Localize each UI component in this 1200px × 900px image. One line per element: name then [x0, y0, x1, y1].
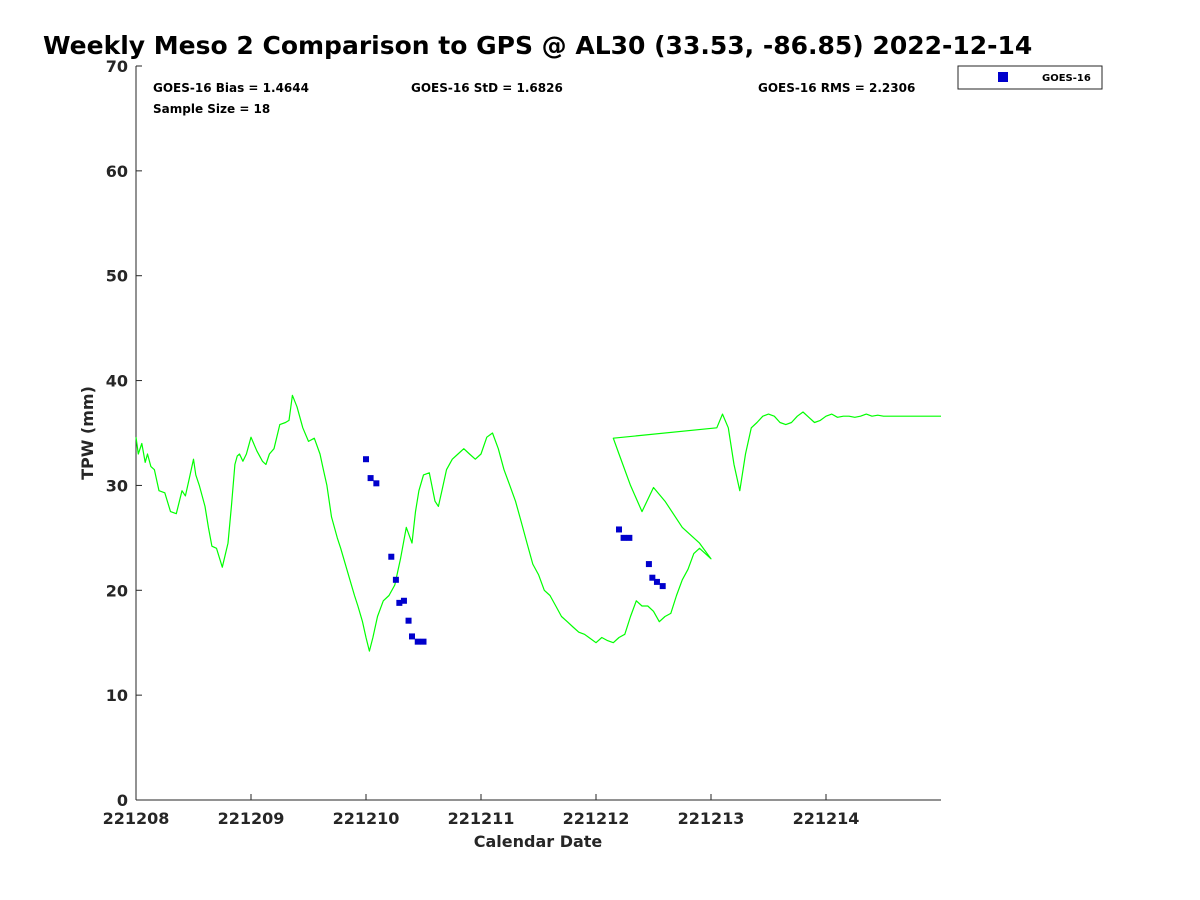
goes16-point [653, 578, 660, 585]
y-tick-label: 50 [106, 267, 128, 286]
x-tick-label: 221208 [103, 809, 170, 828]
goes16-point [392, 576, 399, 583]
series-layer [135, 394, 941, 652]
x-axis-label: Calendar Date [474, 832, 603, 851]
x-tick-label: 221210 [333, 809, 400, 828]
plot-area [135, 66, 941, 801]
x-ticks: 221208 221209 221210 221211 221212 221213 2212… [103, 794, 860, 828]
goes16-point [405, 617, 412, 624]
y-tick-label: 30 [106, 476, 128, 495]
goes16-point [409, 633, 415, 640]
legend-box [957, 65, 1103, 90]
y-tick-label: 70 [106, 57, 128, 76]
legend: GOES-16 [957, 65, 1103, 90]
goes16-point [649, 574, 656, 581]
goes16-point [400, 597, 407, 604]
y-axis-label: TPW (mm) [78, 386, 97, 480]
y-tick-label: 0 [117, 791, 128, 810]
goes16-point [388, 553, 395, 560]
goes16-point [420, 638, 427, 645]
rms-stat: GOES-16 RMS = 2.2306 [758, 81, 915, 95]
sample-size-stat: Sample Size = 18 [153, 102, 270, 116]
goes16-point [414, 638, 421, 645]
y-tick-label: 40 [106, 372, 128, 391]
goes16-point [373, 480, 380, 487]
legend-marker [998, 72, 1008, 82]
goes16-point [396, 599, 403, 606]
legend-label: GOES-16 [1042, 73, 1091, 84]
bias-stat: GOES-16 Bias = 1.4644 [153, 81, 309, 95]
goes16-point [645, 561, 652, 568]
y-tick-label: 20 [106, 581, 128, 600]
std-stat: GOES-16 StD = 1.6826 [411, 81, 563, 95]
goes16-point [367, 475, 374, 482]
x-tick-label: 221214 [793, 809, 860, 828]
y-ticks: 0 10 20 30 40 50 60 70 [106, 57, 142, 810]
y-tick-label: 10 [106, 686, 128, 705]
goes16-point [363, 456, 369, 463]
goes16-point [626, 534, 633, 541]
x-tick-label: 221212 [563, 809, 630, 828]
goes16-point [659, 583, 666, 590]
goes16-point [616, 526, 622, 533]
goes16-point [620, 534, 627, 541]
x-tick-label: 221209 [218, 809, 285, 828]
gps-tpw-line [135, 394, 941, 652]
x-tick-label: 221211 [448, 809, 515, 828]
x-tick-label: 221213 [678, 809, 745, 828]
y-tick-label: 60 [106, 162, 128, 181]
chart-title: Weekly Meso 2 Comparison to GPS @ AL30 (… [43, 31, 1032, 60]
